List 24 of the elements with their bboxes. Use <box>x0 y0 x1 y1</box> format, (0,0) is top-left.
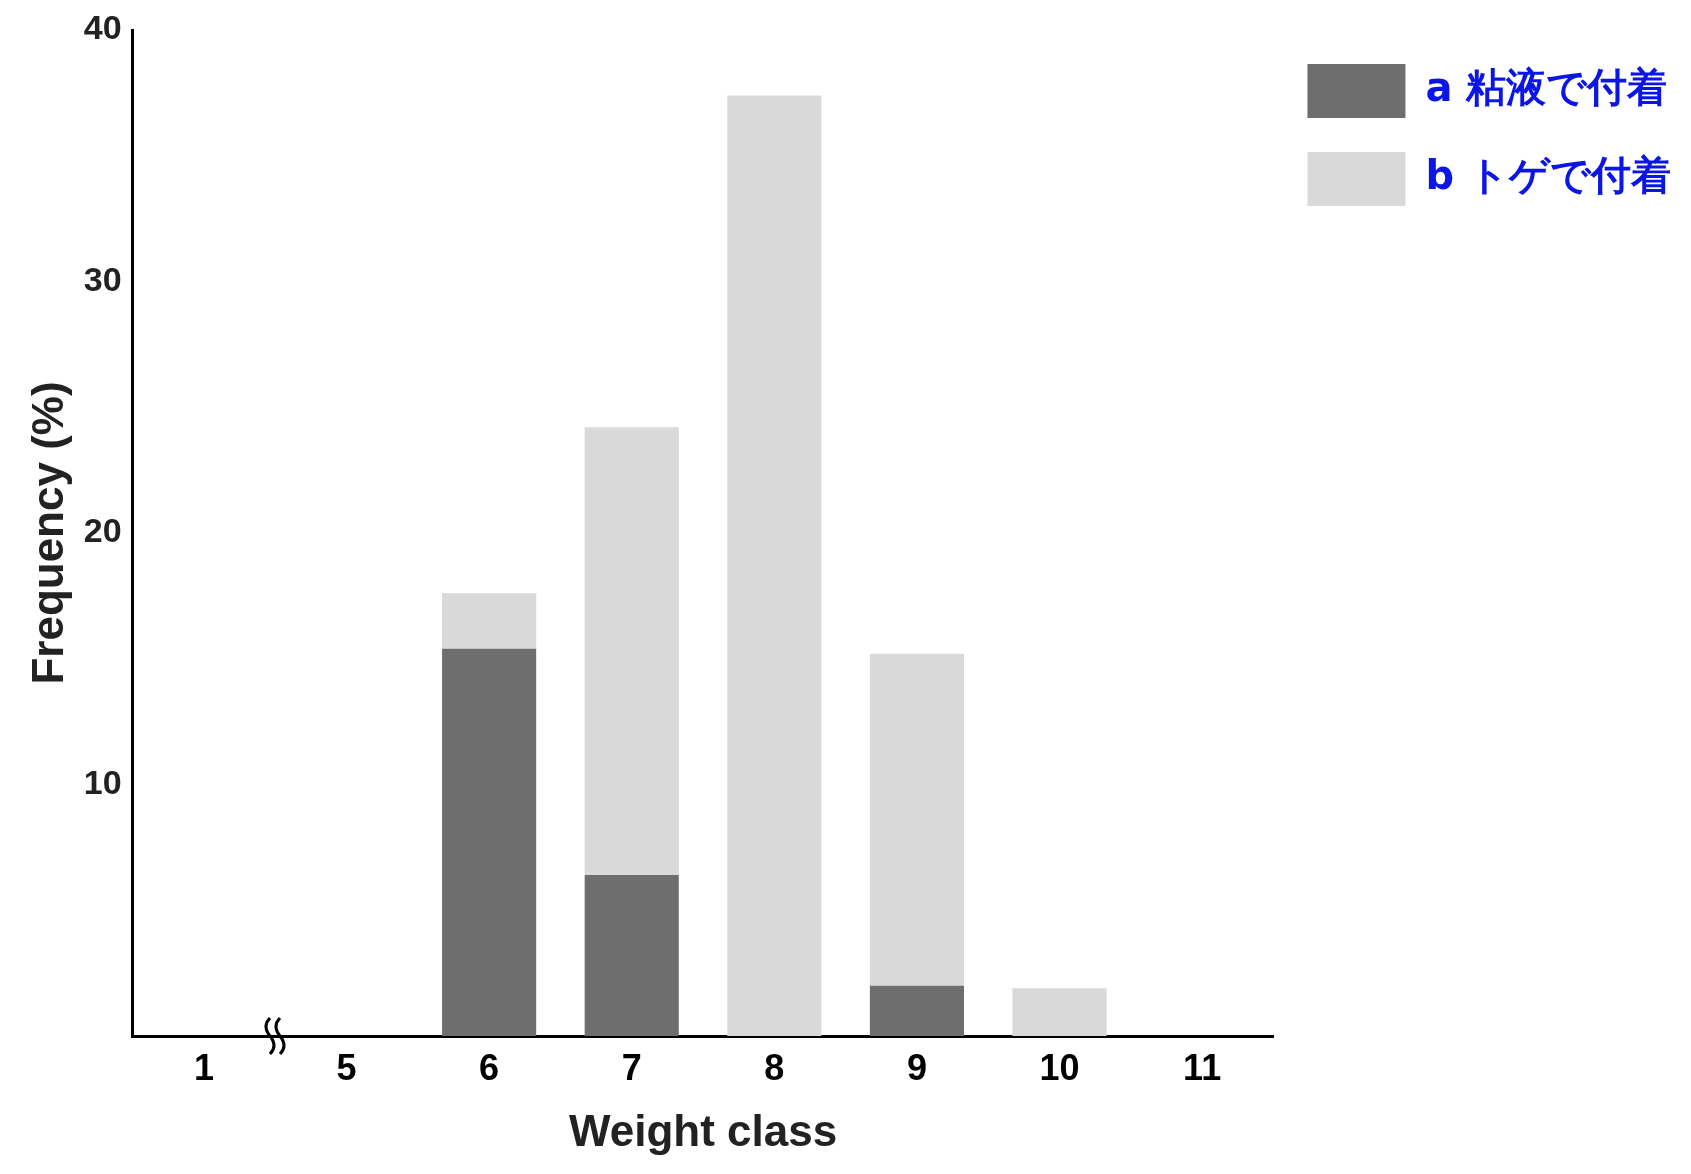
legend-label: b トゲで付着 <box>1425 152 1671 199</box>
bar <box>869 653 964 986</box>
x-tick-label: 8 <box>764 1046 785 1088</box>
legend-label: a 粘液で付着 <box>1425 64 1668 111</box>
bar <box>1012 988 1107 1036</box>
bar <box>584 427 679 876</box>
x-axis-title: Weight class <box>568 1105 838 1155</box>
x-tick-label: 5 <box>336 1046 357 1088</box>
bar <box>727 95 822 1036</box>
x-tick-label: 6 <box>479 1046 500 1088</box>
bar <box>869 985 964 1036</box>
y-tick-label: 40 <box>83 8 122 47</box>
y-tick-label: 20 <box>83 511 122 550</box>
x-tick-label: 7 <box>621 1046 642 1088</box>
y-tick-label: 10 <box>83 762 122 801</box>
y-tick-label: 30 <box>83 259 122 298</box>
x-tick-label: 9 <box>906 1046 927 1088</box>
bar <box>584 875 679 1036</box>
x-tick-label: 1 <box>193 1046 214 1088</box>
x-tick-label: 11 <box>1183 1046 1222 1088</box>
bar <box>442 593 537 649</box>
bar <box>442 648 537 1036</box>
x-tick-label: 10 <box>1039 1046 1080 1088</box>
y-axis-title: Frequency (%) <box>22 381 72 685</box>
